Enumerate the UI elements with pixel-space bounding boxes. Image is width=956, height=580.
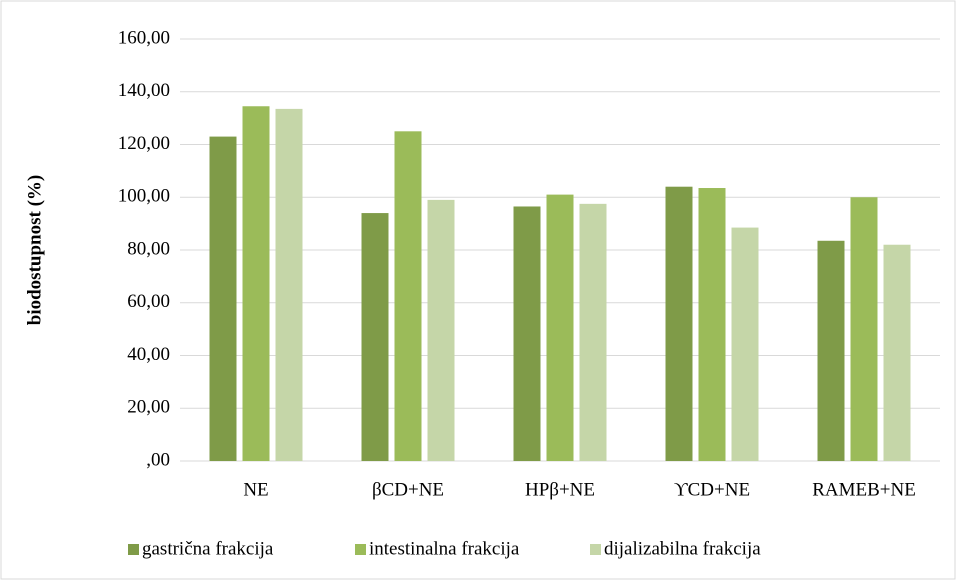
bar: [665, 186, 693, 461]
bar: [817, 240, 845, 461]
bar: [513, 206, 541, 461]
legend-label: gastrična frakcija: [142, 538, 274, 559]
legend-swatch: [128, 544, 139, 555]
legend-swatch: [590, 544, 601, 555]
bar: [427, 199, 455, 461]
y-tick-label: 120,00: [118, 133, 170, 154]
legend-label: intestinalna frakcija: [369, 538, 520, 559]
x-tick-label: RAMEB+NE: [812, 479, 916, 500]
y-tick-label: 80,00: [127, 238, 170, 259]
x-tick-label: ϒCD+NE: [674, 479, 750, 500]
bar: [275, 108, 303, 462]
bar: [883, 244, 911, 461]
y-axis-label: biodostupnost (%): [24, 175, 45, 325]
y-tick-label: 60,00: [127, 291, 170, 312]
bar: [242, 106, 270, 461]
bar: [546, 194, 574, 462]
y-tick-label: ,00: [146, 449, 170, 470]
bar: [209, 136, 237, 461]
bar: [850, 197, 878, 461]
bar: [579, 203, 607, 461]
legend-swatch: [355, 544, 366, 555]
bar: [361, 213, 389, 461]
y-tick-label: 140,00: [118, 80, 170, 101]
bar: [731, 227, 759, 461]
x-tick-label: NE: [243, 479, 268, 500]
bar: [394, 131, 422, 461]
x-tick-label: βCD+NE: [372, 479, 444, 500]
y-tick-label: 20,00: [127, 397, 170, 418]
y-tick-label: 100,00: [118, 186, 170, 207]
legend-label: dijalizabilna frakcija: [604, 538, 761, 559]
y-tick-label: 160,00: [118, 27, 170, 48]
y-tick-label: 40,00: [127, 344, 170, 365]
bar: [698, 188, 726, 462]
x-tick-label: HPβ+NE: [525, 479, 595, 500]
